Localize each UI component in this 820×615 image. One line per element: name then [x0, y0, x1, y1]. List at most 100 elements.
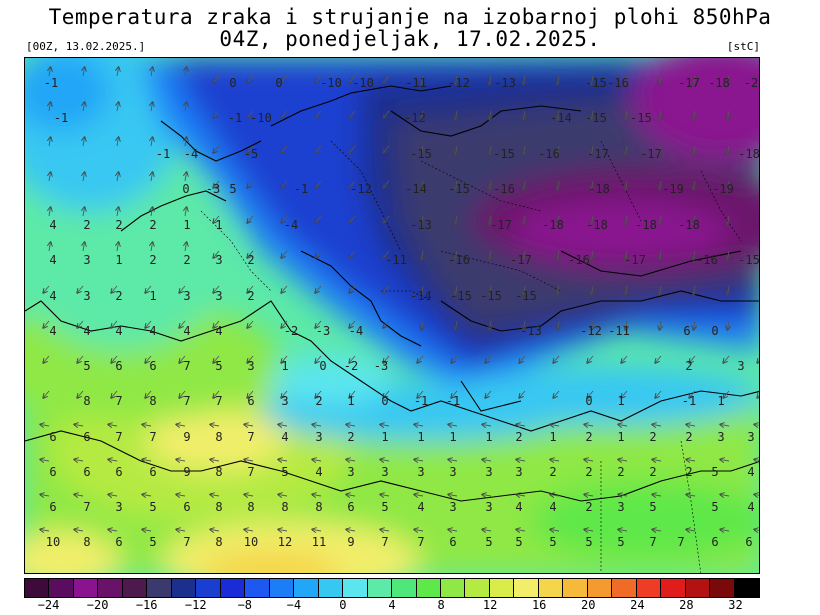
wind-arrow [315, 75, 322, 83]
colorbar-swatch [367, 579, 393, 597]
wind-arrow [693, 145, 695, 155]
wind-arrow [482, 494, 492, 496]
wind-arrow [108, 424, 118, 426]
temperature-field [25, 58, 759, 573]
wind-arrow [315, 285, 322, 293]
wind-arrow [281, 250, 288, 258]
temperature-value: 1 [449, 430, 456, 444]
temperature-value: -17 [678, 76, 700, 90]
temperature-value: -17 [490, 218, 512, 232]
temperature-value: -4 [184, 147, 198, 161]
wind-arrow [757, 356, 759, 363]
wind-arrow [652, 494, 662, 496]
temperature-value: 6 [711, 535, 718, 549]
wind-arrow [111, 355, 118, 363]
colorbar-swatch [294, 579, 319, 597]
wind-arrow [686, 529, 696, 531]
wind-arrow [49, 137, 51, 147]
temperature-value: -1 [228, 111, 242, 125]
wind-arrow [557, 215, 559, 225]
temperature-value: 7 [183, 535, 190, 549]
temperature-value: 8 [247, 500, 254, 514]
wind-arrow [689, 390, 696, 398]
temperature-value: 12 [278, 535, 292, 549]
wind-arrow [346, 459, 356, 461]
wind-arrow [312, 424, 322, 426]
wind-arrow [523, 110, 525, 120]
temperature-value: 3 [83, 253, 90, 267]
temperature-value: 5 [149, 500, 156, 514]
wind-arrow [77, 355, 84, 363]
wind-arrow [383, 390, 390, 398]
temperature-value: 0 [711, 324, 718, 338]
wind-arrow [693, 250, 695, 260]
temperature-value: 3 [515, 465, 522, 479]
wind-arrow [455, 75, 457, 85]
temperature-value: -15 [585, 76, 607, 90]
temperature-value: -14 [550, 111, 572, 125]
temperature-value: 9 [183, 430, 190, 444]
temperature-value: 2 [617, 465, 624, 479]
temperature-value: -12 [448, 76, 470, 90]
temperature-value: 0 [381, 394, 388, 408]
wind-arrow [591, 320, 593, 330]
wind-arrow [179, 285, 186, 293]
wind-arrow [448, 424, 458, 426]
wind-arrow [727, 215, 729, 225]
wind-arrow [584, 529, 594, 531]
temperature-value: 3 [347, 465, 354, 479]
wind-arrow [625, 320, 627, 330]
wind-arrow [349, 215, 356, 223]
wind-arrow [111, 390, 118, 398]
wind-arrow [176, 459, 186, 461]
wind-arrow [111, 285, 118, 293]
temperature-value: 2 [115, 289, 122, 303]
wind-arrow [557, 250, 559, 260]
temperature-value: 3 [617, 500, 624, 514]
wind-arrow [455, 250, 457, 260]
temperature-value: 1 [115, 253, 122, 267]
temperature-value: 7 [115, 394, 122, 408]
temperature-value: 7 [247, 430, 254, 444]
temperature-value: -1 [294, 182, 308, 196]
temperature-value: 1 [183, 218, 190, 232]
wind-arrow [349, 180, 356, 188]
temperature-value: 3 [737, 359, 744, 373]
temperature-value: -1 [156, 147, 170, 161]
colorbar-swatch [465, 579, 490, 597]
colorbar-swatch [514, 579, 539, 597]
wind-arrow [421, 75, 423, 85]
wind-arrow [489, 75, 491, 85]
wind-arrow [185, 172, 187, 182]
wind-arrow [455, 320, 457, 330]
temperature-value: 9 [347, 535, 354, 549]
wind-arrow [659, 145, 661, 155]
temperature-value: 2 [585, 465, 592, 479]
wind-arrow [727, 320, 729, 330]
temperature-value: 2 [585, 430, 592, 444]
wind-arrow [315, 320, 322, 328]
wind-arrow [451, 390, 458, 398]
temperature-value: 5 [585, 535, 592, 549]
colorbar-swatch [98, 579, 123, 597]
temperature-value: 6 [83, 465, 90, 479]
wind-arrow [414, 424, 424, 426]
wind-arrow [553, 355, 560, 363]
temperature-value: 7 [183, 359, 190, 373]
colorbar-swatch [440, 579, 466, 597]
wind-arrow [349, 285, 356, 293]
temperature-value: -2 [344, 359, 358, 373]
wind-arrow [625, 250, 627, 260]
colorbar-swatch [489, 579, 515, 597]
wind-arrow [213, 145, 220, 153]
wind-arrow [43, 320, 50, 328]
wind-arrow [278, 424, 288, 426]
temperature-value: -2 [284, 324, 298, 338]
wind-arrow [754, 424, 759, 426]
temperature-value: 5 [149, 535, 156, 549]
temperature-value: 3 [247, 359, 254, 373]
wind-arrow [693, 320, 695, 330]
colorbar-swatch [196, 579, 221, 597]
temperature-value: -13 [410, 218, 432, 232]
wind-arrow [142, 529, 152, 531]
